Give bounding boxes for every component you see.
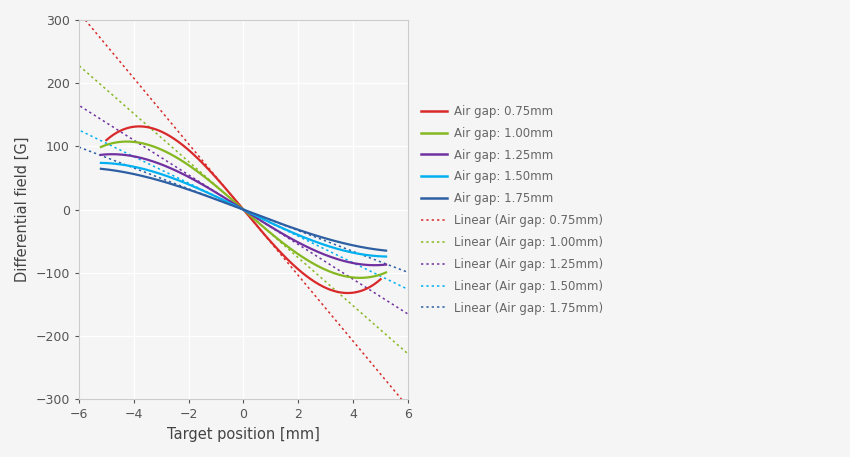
Legend: Air gap: 0.75mm, Air gap: 1.00mm, Air gap: 1.25mm, Air gap: 1.50mm, Air gap: 1.7: Air gap: 0.75mm, Air gap: 1.00mm, Air ga… xyxy=(417,101,606,318)
X-axis label: Target position [mm]: Target position [mm] xyxy=(167,427,320,442)
Y-axis label: Differential field [G]: Differential field [G] xyxy=(15,137,30,282)
